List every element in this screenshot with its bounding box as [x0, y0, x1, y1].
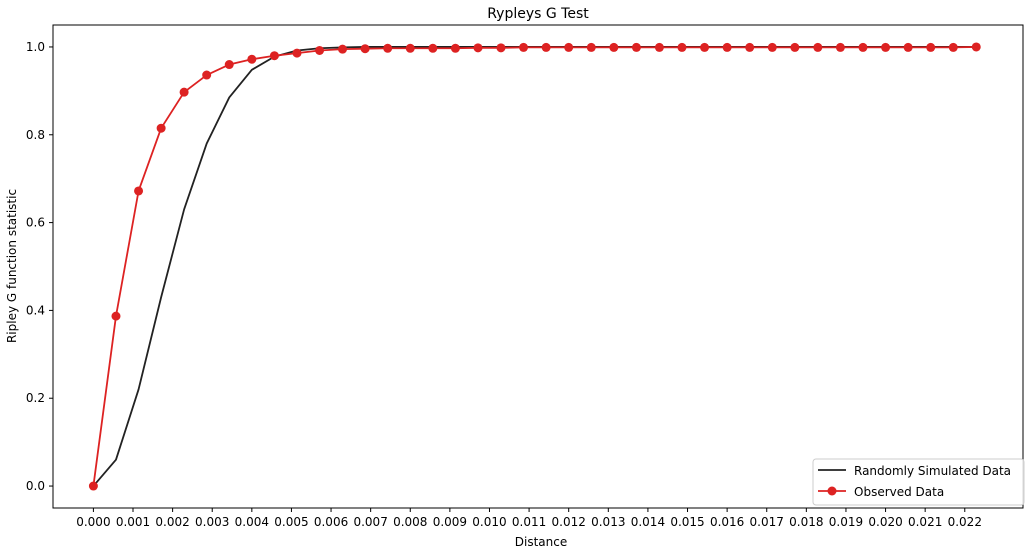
observed-point	[202, 70, 212, 80]
observed-point	[677, 42, 687, 52]
observed-point	[405, 43, 415, 53]
legend: Randomly Simulated Data Observed Data	[812, 458, 1025, 506]
observed-point	[654, 42, 664, 52]
observed-point	[269, 51, 279, 61]
x-tick-label: 0.020	[868, 515, 902, 529]
y-tick-label: 0.4	[26, 303, 45, 317]
series-layer	[88, 42, 981, 491]
observed-point	[224, 60, 234, 70]
observed-point	[903, 42, 913, 52]
legend-label-simulated: Randomly Simulated Data	[854, 464, 1011, 478]
observed-point	[745, 42, 755, 52]
observed-point	[383, 43, 393, 53]
x-tick-label: 0.016	[710, 515, 744, 529]
x-tick-label: 0.004	[235, 515, 269, 529]
observed-point	[134, 186, 144, 196]
y-tick-label: 0.8	[26, 128, 45, 142]
x-tick-label: 0.022	[948, 515, 982, 529]
series-line-observed	[92, 46, 977, 487]
legend-frame	[812, 458, 1025, 506]
observed-point	[971, 42, 981, 52]
x-tick-label: 0.010	[472, 515, 506, 529]
observed-point	[450, 43, 460, 53]
observed-point	[722, 42, 732, 52]
x-tick-label: 0.013	[591, 515, 625, 529]
x-axis-title: Distance	[515, 535, 567, 549]
series-line-simulated	[92, 46, 977, 487]
legend-marker-observed	[827, 486, 837, 496]
observed-point	[858, 42, 868, 52]
y-tick-label: 1.0	[26, 40, 45, 54]
observed-point	[292, 48, 302, 58]
x-tick-label: 0.001	[116, 515, 150, 529]
x-tick-label: 0.019	[829, 515, 863, 529]
x-tick-label: 0.000	[76, 515, 110, 529]
plot-area	[52, 24, 1024, 509]
x-tick-label: 0.011	[512, 515, 546, 529]
observed-point	[247, 54, 257, 64]
x-tick-label: 0.009	[433, 515, 467, 529]
x-tick-label: 0.008	[393, 515, 427, 529]
x-tick-label: 0.021	[908, 515, 942, 529]
x-tick-label: 0.005	[274, 515, 308, 529]
observed-point	[541, 42, 551, 52]
x-tick-label: 0.007	[353, 515, 387, 529]
observed-point	[564, 42, 574, 52]
y-axis-title: Ripley G function statistic	[5, 189, 19, 343]
x-tick-label: 0.015	[670, 515, 704, 529]
observed-point	[519, 42, 529, 52]
x-tick-label: 0.018	[789, 515, 823, 529]
observed-point	[473, 43, 483, 53]
y-tick-label: 0.2	[26, 391, 45, 405]
observed-point	[609, 42, 619, 52]
observed-point	[338, 44, 348, 54]
observed-point	[586, 42, 596, 52]
x-axis: 0.000 0.001 0.002 0.003 0.004 0.005 0.006 0.007…	[76, 508, 982, 529]
x-tick-label: 0.003	[195, 515, 229, 529]
observed-point	[767, 42, 777, 52]
y-tick-label: 0.6	[26, 216, 45, 230]
y-axis: 0.0 0.2 0.4 0.6 0.8 1.0	[26, 40, 53, 493]
observed-point	[813, 42, 823, 52]
observed-point	[948, 42, 958, 52]
observed-point	[179, 87, 189, 97]
x-tick-label: 0.017	[750, 515, 784, 529]
observed-point	[315, 45, 325, 55]
x-tick-label: 0.012	[552, 515, 586, 529]
observed-point	[360, 44, 370, 54]
y-tick-label: 0.0	[26, 479, 45, 493]
observed-point	[111, 311, 121, 321]
observed-point	[88, 481, 98, 491]
observed-point	[881, 42, 891, 52]
legend-label-observed: Observed Data	[854, 485, 944, 499]
x-tick-label: 0.014	[631, 515, 665, 529]
observed-point	[156, 123, 166, 133]
observed-point	[835, 42, 845, 52]
observed-point	[428, 43, 438, 53]
observed-point	[631, 42, 641, 52]
observed-point	[926, 42, 936, 52]
observed-point	[790, 42, 800, 52]
x-tick-label: 0.006	[314, 515, 348, 529]
observed-point	[496, 43, 506, 53]
x-tick-label: 0.002	[155, 515, 189, 529]
observed-point	[700, 42, 710, 52]
chart-title: Rypleys G Test	[487, 6, 589, 22]
